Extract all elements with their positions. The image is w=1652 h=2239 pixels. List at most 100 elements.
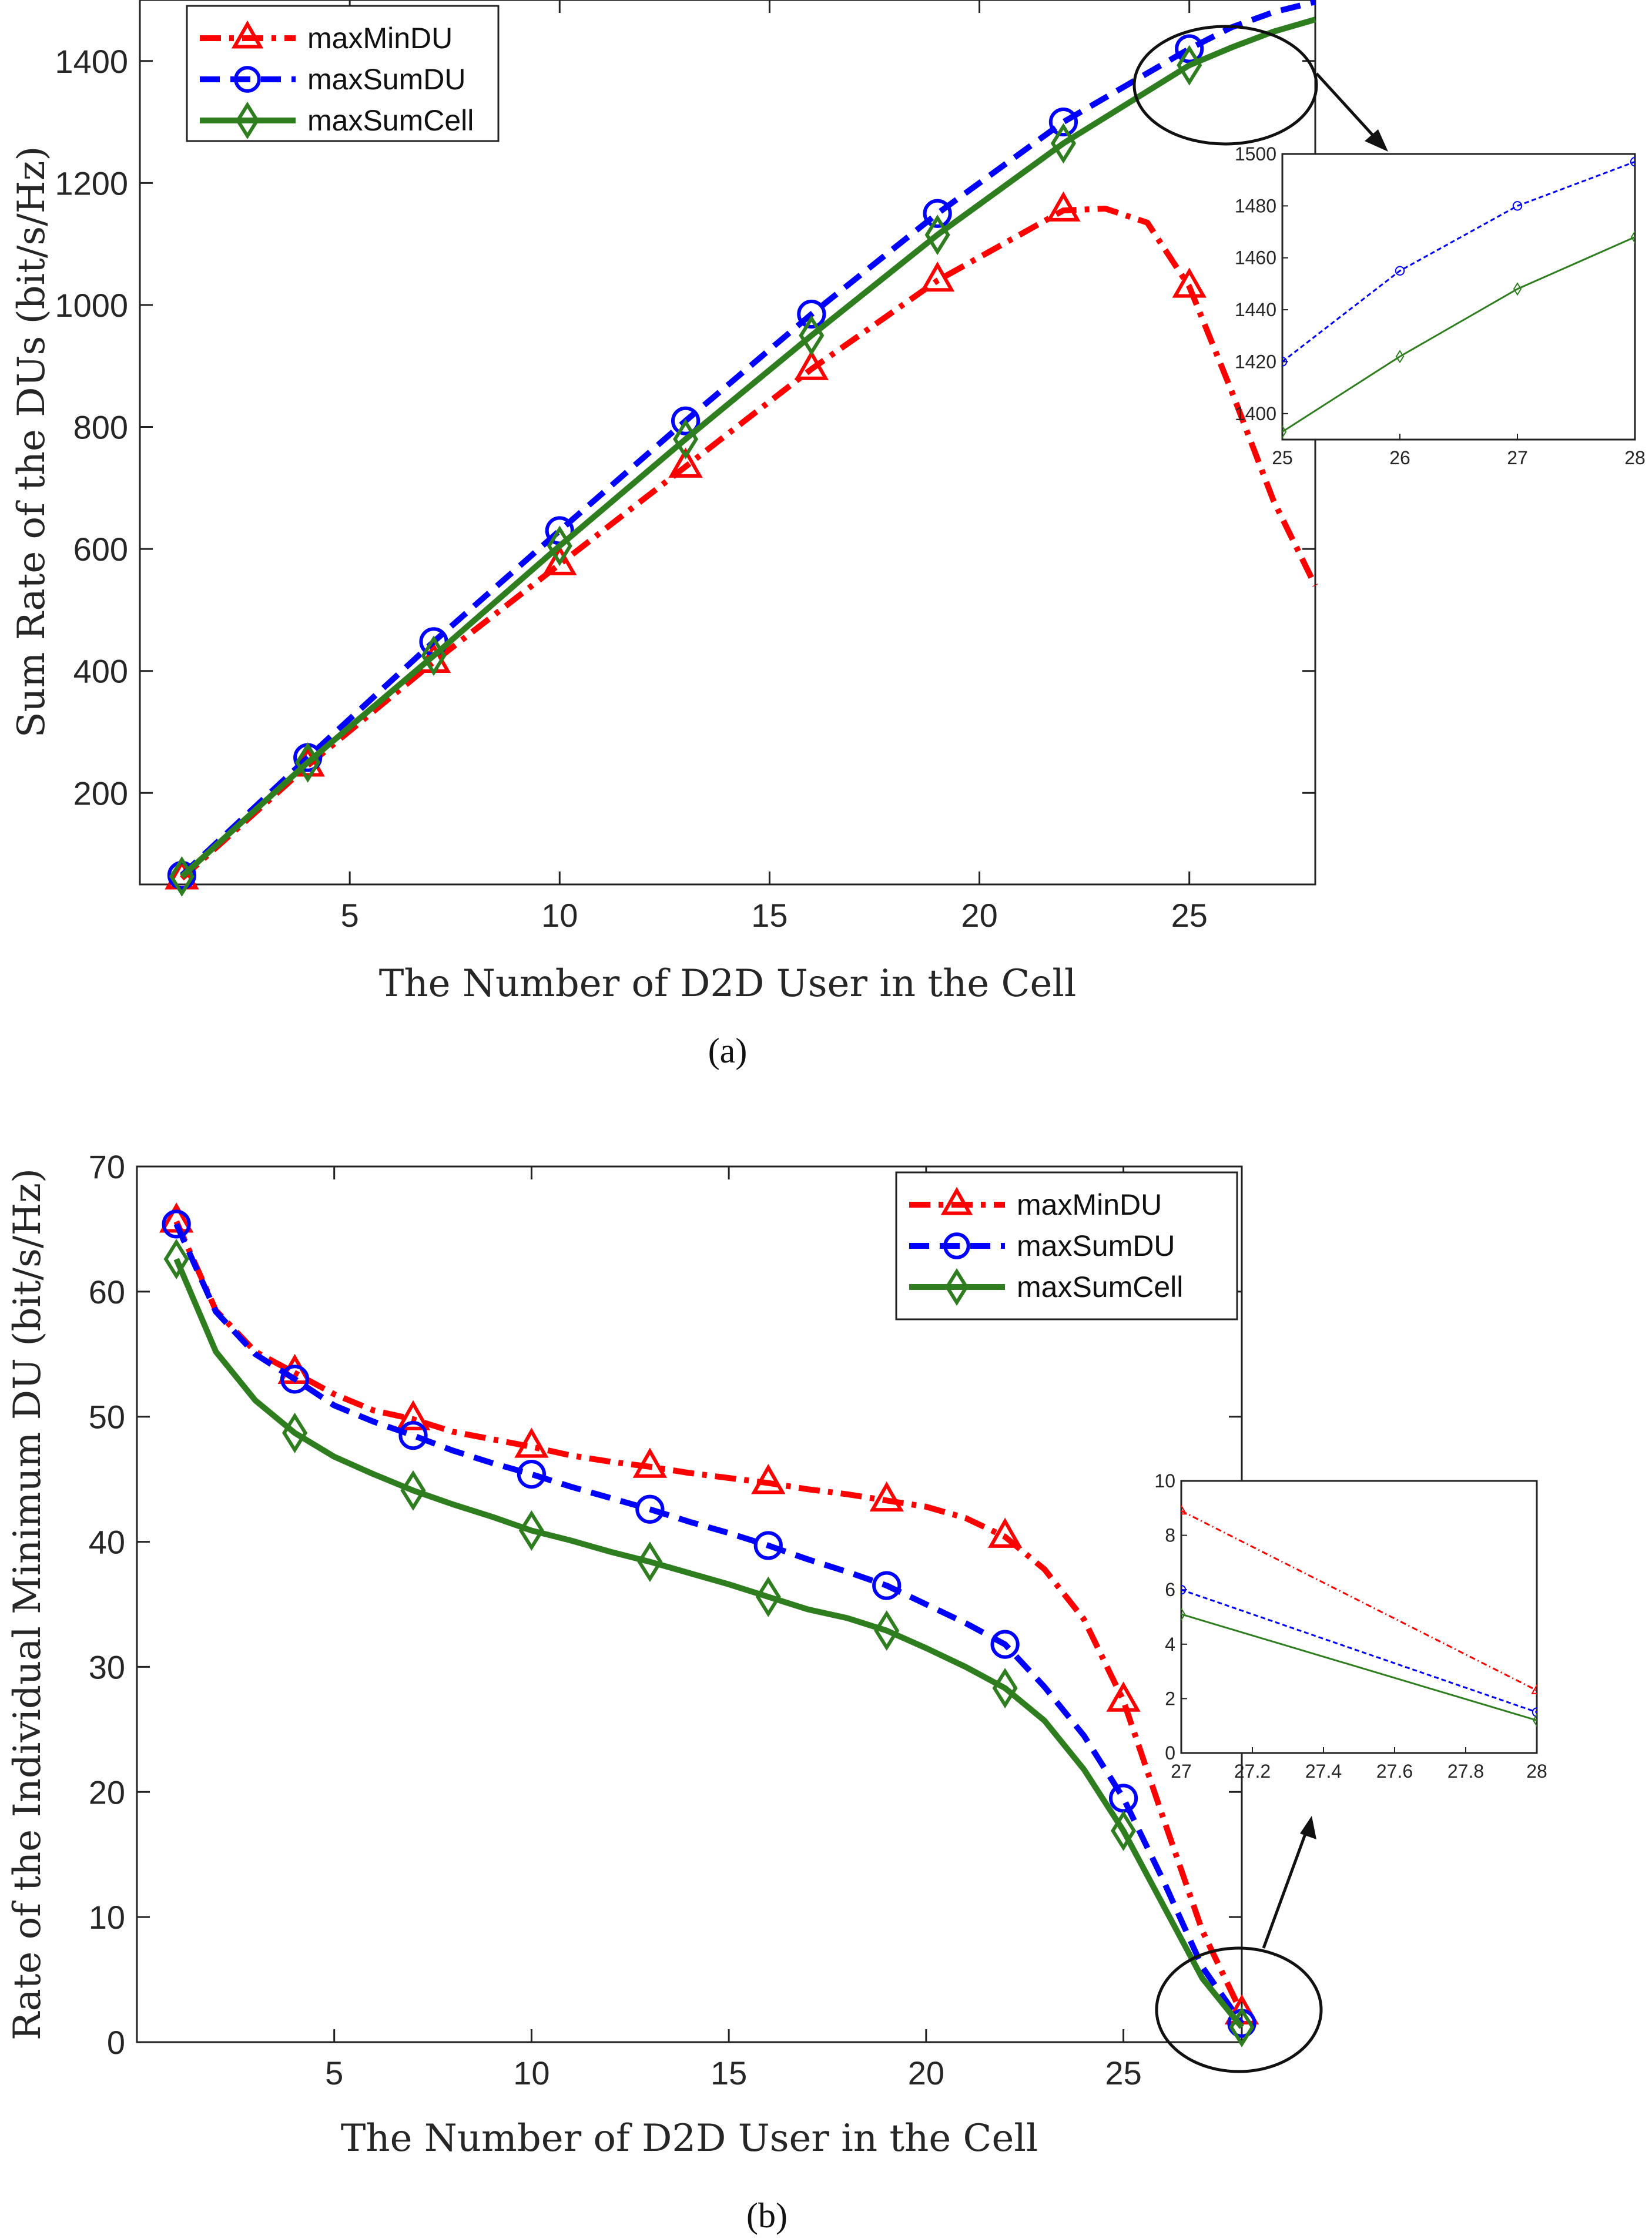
series-line-maxSumCell xyxy=(180,16,1316,879)
data-point-maxSumCell xyxy=(924,214,950,256)
panel-a-inset: 25 26 27 28 1400 1420 1440 1460 1480 1500 xyxy=(1235,143,1646,468)
data-point-maxMinDU xyxy=(514,1427,549,1458)
data-point-maxMinDU xyxy=(1106,1681,1141,1712)
panel-a-zoom-ellipse xyxy=(1132,25,1318,146)
y-tick-label: 1400 xyxy=(55,43,128,80)
panel-a-zoom-arrowhead xyxy=(1365,129,1388,152)
panel-b-zoom-ellipse xyxy=(1155,1946,1323,2073)
data-point-maxSumDU xyxy=(1048,107,1078,137)
panel-b-series xyxy=(159,1202,1259,2047)
legend-label-maxMinDU: maxMinDU xyxy=(307,22,453,55)
y-tick-label: 1200 xyxy=(55,165,128,202)
data-point-maxSumCell xyxy=(874,1610,900,1651)
data-point-maxSumCell xyxy=(1229,2006,1255,2047)
inset-x-tick-label: 27 xyxy=(1171,1761,1192,1782)
legend-marker-maxSumCell xyxy=(235,101,260,140)
data-point-maxSumCell xyxy=(673,418,699,460)
data-point-maxMinDU xyxy=(794,350,829,380)
legend-marker-maxSumDU xyxy=(943,1232,970,1259)
series-line-maxMinDU xyxy=(173,1220,1245,2015)
data-point-maxSumCell xyxy=(421,635,447,676)
data-point-maxSumCell xyxy=(547,525,572,567)
data-point-maxSumDU xyxy=(635,1494,665,1524)
data-point-maxMinDU xyxy=(668,447,703,478)
data-point-maxSumCell xyxy=(400,1470,426,1511)
y-tick-label: 30 xyxy=(89,1648,125,1685)
data-point-maxSumDU xyxy=(1175,34,1204,63)
data-point-maxSumCell xyxy=(799,315,825,356)
panel-b-legend: maxMinDU maxSumDU maxSumCell xyxy=(895,1171,1238,1320)
data-point-maxSumCell xyxy=(518,1510,544,1551)
inset-x-tick-label: 27.8 xyxy=(1447,1761,1484,1782)
inset-x-tick-label: 26 xyxy=(1389,447,1410,468)
panel-b-x-label: The Number of D2D User in the Cell xyxy=(341,2117,1038,2160)
data-point-maxSumCell xyxy=(637,1541,663,1583)
data-point-maxSumDU xyxy=(797,299,826,329)
y-tick-label: 1000 xyxy=(55,287,128,324)
inset-point-maxSumDU xyxy=(1181,1585,1187,1595)
x-tick-label: 5 xyxy=(325,2054,343,2091)
inset-x-tick-label: 28 xyxy=(1526,1761,1547,1782)
data-point-maxSumCell xyxy=(992,1668,1018,1709)
inset-line-maxSumCell xyxy=(1282,236,1635,433)
inset-frame xyxy=(1281,153,1636,441)
data-point-maxSumCell xyxy=(1050,123,1076,164)
inset-y-tick-label: 10 xyxy=(1154,1470,1175,1491)
y-tick-label: 0 xyxy=(107,2024,125,2061)
panel-b-y-label: Rate of the Individual Minimum DU (bit/s… xyxy=(6,1168,49,2040)
x-tick-label: 5 xyxy=(341,897,359,934)
data-point-maxSumDU xyxy=(671,406,701,435)
legend-label-maxMinDU: maxMinDU xyxy=(1017,1188,1162,1221)
panel-a-y-label: Sum Rate of the DUs (bit/s/Hz) xyxy=(10,146,53,738)
inset-y-tick-label: 2 xyxy=(1165,1688,1175,1709)
inset-x-tick-label: 28 xyxy=(1624,447,1646,468)
inset-y-tick-label: 1400 xyxy=(1235,403,1276,424)
data-point-maxMinDU xyxy=(542,545,577,575)
data-point-maxSumCell xyxy=(282,1412,308,1453)
data-point-maxSumDU xyxy=(162,1209,191,1239)
inset-y-tick-label: 1440 xyxy=(1235,299,1276,320)
x-tick-label: 15 xyxy=(751,897,788,934)
y-tick-label: 40 xyxy=(89,1524,125,1561)
inset-point-maxSumDU xyxy=(1532,1707,1537,1717)
data-point-maxMinDU xyxy=(869,1481,904,1512)
inset-series xyxy=(1282,157,1635,439)
x-tick-label: 10 xyxy=(513,2054,549,2091)
data-point-maxMinDU xyxy=(751,1464,786,1494)
x-tick-label: 15 xyxy=(711,2054,747,2091)
inset-point-maxSumCell xyxy=(1282,425,1287,439)
inset-line-maxMinDU xyxy=(1181,1510,1537,1691)
inset-point-maxSumDU xyxy=(1395,266,1405,276)
panel-b-zoom-arrow xyxy=(1262,1827,1309,1949)
inset-x-tick-label: 27.2 xyxy=(1234,1761,1271,1782)
x-tick-label: 20 xyxy=(908,2054,944,2091)
x-tick-label: 10 xyxy=(541,897,578,934)
data-point-maxSumDU xyxy=(398,1421,428,1450)
inset-line-maxSumDU xyxy=(1181,1588,1537,1713)
panel-a-series xyxy=(165,0,1318,897)
data-point-maxMinDU xyxy=(920,261,955,292)
inset-x-tick-label: 27.6 xyxy=(1376,1761,1413,1782)
legend-marker-maxSumDU xyxy=(234,66,261,93)
data-point-maxSumCell xyxy=(163,1239,189,1279)
data-point-maxSumDU xyxy=(923,199,952,228)
legend-label-maxSumCell: maxSumCell xyxy=(1017,1271,1183,1303)
x-tick-label: 25 xyxy=(1105,2054,1141,2091)
inset-point-maxMinDU xyxy=(1531,1684,1537,1694)
panel-a-label: (a) xyxy=(708,1031,748,1070)
y-tick-label: 400 xyxy=(73,653,128,690)
y-tick-label: 50 xyxy=(89,1399,125,1436)
panel-a-x-label: The Number of D2D User in the Cell xyxy=(379,962,1077,1005)
inset-point-maxMinDU xyxy=(1181,1504,1187,1515)
data-point-maxSumDU xyxy=(872,1571,902,1600)
data-point-maxSumDU xyxy=(753,1531,783,1560)
legend-marker-maxMinDU xyxy=(231,20,264,49)
panel-b-label: (b) xyxy=(746,2196,788,2235)
data-point-maxSumCell xyxy=(1111,1810,1137,1851)
inset-x-tick-label: 27 xyxy=(1507,447,1528,468)
legend-marker-maxMinDU xyxy=(940,1186,973,1215)
data-point-maxMinDU xyxy=(987,1517,1023,1548)
data-point-maxMinDU xyxy=(1046,191,1081,222)
